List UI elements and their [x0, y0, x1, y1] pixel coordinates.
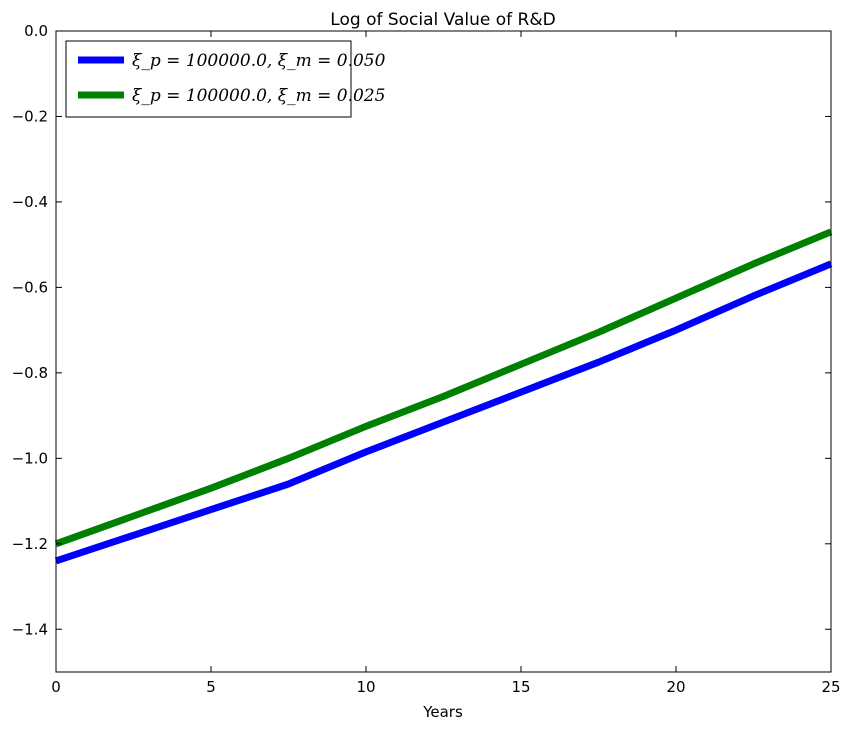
x-tick-label: 5 — [206, 678, 216, 696]
y-tick-label: −0.2 — [12, 107, 48, 125]
y-tick-label: −1.4 — [12, 620, 48, 638]
y-tick-label: −1.2 — [12, 535, 48, 553]
legend-box — [65, 40, 352, 118]
chart-title: Log of Social Value of R&D — [330, 10, 555, 30]
legend-label-2: ξ_p = 100000.0, ξ_m = 0.025 — [132, 86, 385, 106]
y-tick-label: 0.0 — [24, 22, 48, 40]
series-line-2 — [54, 228, 833, 548]
x-tick-label: 20 — [666, 678, 685, 696]
series-line-1 — [54, 260, 833, 565]
x-tick-label: 0 — [51, 678, 61, 696]
series-layer — [54, 228, 833, 565]
legend: ξ_p = 100000.0, ξ_m = 0.050 ξ_p = 100000.… — [65, 40, 386, 118]
y-tick-label: −0.6 — [12, 278, 48, 296]
y-tick-label: −0.8 — [12, 364, 48, 382]
x-tick-label: 25 — [821, 678, 840, 696]
x-tick-label: 10 — [356, 678, 375, 696]
y-tick-label: −0.4 — [12, 193, 48, 211]
x-tick-label: 15 — [511, 678, 530, 696]
legend-label-1: ξ_p = 100000.0, ξ_m = 0.050 — [132, 51, 386, 71]
plot-frame — [55, 30, 832, 673]
y-tick-label: −1.0 — [12, 449, 48, 467]
tick-layer: 0 5 10 15 20 25 0.0 −0.2 −0.4 −0.6 −0.8 −1.0 −1.2 −1.… — [12, 22, 841, 696]
x-axis-label: Years — [422, 703, 463, 721]
